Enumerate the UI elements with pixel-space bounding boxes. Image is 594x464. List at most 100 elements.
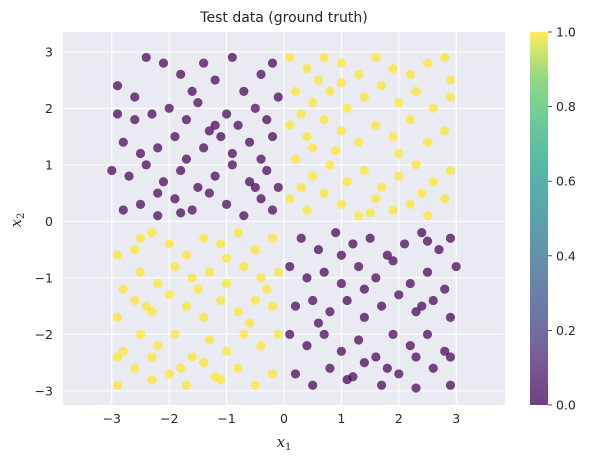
- data-point: [170, 329, 180, 339]
- data-point: [319, 329, 329, 339]
- data-point: [417, 301, 427, 311]
- data-point: [130, 363, 140, 373]
- data-point: [336, 126, 347, 136]
- data-point: [325, 160, 335, 170]
- data-point: [118, 284, 128, 294]
- data-point: [440, 346, 450, 356]
- data-point: [204, 126, 214, 136]
- data-point: [135, 267, 146, 277]
- data-point: [336, 278, 347, 289]
- data-point: [371, 352, 381, 362]
- data-point: [262, 114, 272, 125]
- y-tick-label: −2: [35, 327, 53, 342]
- data-point: [359, 284, 369, 294]
- data-point: [336, 58, 347, 68]
- data-point: [244, 137, 255, 147]
- data-point: [376, 301, 387, 311]
- data-point: [118, 346, 128, 356]
- data-point: [244, 177, 255, 187]
- data-point: [302, 273, 312, 283]
- data-point: [319, 52, 329, 63]
- data-point: [428, 295, 438, 306]
- data-point: [227, 52, 237, 63]
- data-point: [216, 239, 226, 249]
- data-point: [405, 341, 415, 351]
- axis-ticks: −3 −2 −1 0 1 2 3 −3 −2 −1 0 1 2 3: [35, 44, 461, 426]
- y-tick-label: 1: [45, 157, 53, 172]
- data-point: [181, 114, 192, 125]
- data-point: [273, 182, 283, 193]
- data-point: [239, 261, 249, 272]
- data-point: [394, 369, 404, 379]
- data-point: [445, 312, 456, 323]
- data-point: [176, 208, 186, 218]
- data-point: [256, 194, 266, 204]
- data-point: [216, 131, 226, 142]
- data-point: [428, 103, 438, 113]
- data-point: [170, 131, 180, 142]
- data-point: [130, 244, 140, 255]
- data-point: [250, 295, 260, 306]
- colorbar-tick-label: 0.0: [556, 398, 576, 413]
- data-point: [187, 273, 197, 283]
- data-point: [193, 98, 203, 108]
- colorbar-tick-label: 1.0: [556, 25, 576, 40]
- data-point: [107, 165, 117, 176]
- data-point: [428, 363, 438, 373]
- data-point: [112, 312, 123, 323]
- data-point: [153, 188, 163, 198]
- data-point: [302, 131, 312, 142]
- colorbar-tick-label: 0.4: [556, 248, 576, 263]
- data-point: [153, 278, 163, 289]
- data-point: [262, 165, 272, 176]
- data-point: [164, 103, 174, 113]
- data-point: [445, 233, 456, 243]
- data-point: [112, 352, 123, 362]
- data-point: [422, 58, 433, 68]
- data-point: [210, 372, 220, 382]
- data-point: [382, 250, 392, 260]
- colorbar: [530, 32, 548, 405]
- data-point: [405, 114, 415, 125]
- data-point: [193, 284, 203, 294]
- data-point: [296, 109, 306, 119]
- data-point: [256, 154, 266, 164]
- data-point: [199, 143, 209, 153]
- data-point: [313, 244, 324, 255]
- data-point: [141, 301, 151, 311]
- data-point: [359, 312, 369, 323]
- data-point: [147, 109, 157, 119]
- data-point: [359, 165, 369, 176]
- data-point: [285, 194, 295, 204]
- data-point: [244, 318, 255, 328]
- data-point: [354, 335, 364, 345]
- data-point: [325, 86, 335, 96]
- data-point: [302, 64, 312, 74]
- data-point: [112, 109, 123, 119]
- x-axis-label: x1: [277, 433, 292, 453]
- data-point: [422, 137, 433, 147]
- data-point: [365, 233, 375, 243]
- colorbar-tick-label: 0.2: [556, 323, 576, 338]
- data-point: [336, 250, 347, 260]
- data-point: [130, 92, 140, 102]
- x-tick-label: 0: [280, 411, 288, 426]
- data-point: [336, 199, 347, 209]
- data-point: [250, 182, 260, 193]
- data-point: [153, 143, 163, 153]
- data-point: [181, 380, 192, 390]
- data-point: [130, 295, 140, 306]
- data-point: [422, 267, 433, 277]
- data-point: [164, 290, 174, 300]
- data-point: [153, 341, 163, 351]
- data-point: [319, 188, 329, 198]
- data-point: [290, 301, 301, 311]
- data-point: [354, 137, 364, 147]
- data-point: [164, 369, 174, 379]
- data-point: [394, 98, 404, 108]
- data-point: [308, 143, 318, 153]
- data-point: [388, 131, 398, 142]
- data-point: [233, 307, 243, 317]
- data-point: [331, 146, 341, 156]
